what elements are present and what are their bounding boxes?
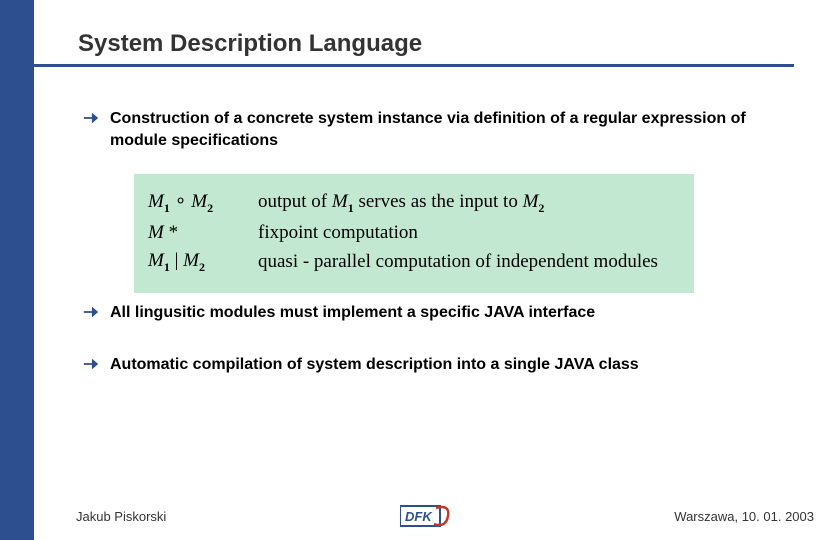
bullet-3-wrap: Automatic compilation of system descript… — [82, 354, 802, 394]
math-row: M * fixpoint computation — [148, 222, 680, 244]
footer: Jakub Piskorski DFK Warszawa, 10. 01. 20… — [0, 500, 840, 540]
bullet-item: Automatic compilation of system descript… — [82, 354, 802, 376]
logo: DFK — [400, 502, 456, 530]
math-row: M1 ∘ M2 output of M1 serves as the input… — [148, 190, 680, 216]
math-expr: M1 | M2 — [148, 250, 258, 275]
bullet-text: Construction of a concrete system instan… — [110, 108, 782, 151]
math-desc: fixpoint computation — [258, 222, 418, 244]
bullet-2-wrap: All lingusitic modules must implement a … — [82, 302, 782, 342]
bullet-text: All lingusitic modules must implement a … — [110, 302, 595, 324]
left-accent-bar — [0, 0, 34, 540]
arrow-icon — [82, 355, 100, 373]
math-desc: output of M1 serves as the input to M2 — [258, 191, 544, 216]
math-block: M1 ∘ M2 output of M1 serves as the input… — [134, 174, 694, 293]
math-row: M1 | M2 quasi - parallel computation of … — [148, 250, 680, 275]
bullet-1-wrap: Construction of a concrete system instan… — [82, 108, 782, 169]
bullet-item: Construction of a concrete system instan… — [82, 108, 782, 151]
bullet-text: Automatic compilation of system descript… — [110, 354, 639, 376]
title-rule — [34, 64, 794, 67]
slide-body: System Description Language Construction… — [34, 0, 840, 540]
footer-author: Jakub Piskorski — [76, 509, 166, 524]
slide-title: System Description Language — [78, 30, 422, 58]
footer-place-date: Warszawa, 10. 01. 2003 — [674, 509, 814, 524]
math-expr: M * — [148, 222, 258, 244]
arrow-icon — [82, 303, 100, 321]
bullet-item: All lingusitic modules must implement a … — [82, 302, 782, 324]
svg-text:DFK: DFK — [405, 509, 433, 524]
math-desc: quasi - parallel computation of independ… — [258, 251, 658, 273]
math-expr: M1 ∘ M2 — [148, 190, 258, 216]
arrow-icon — [82, 109, 100, 127]
